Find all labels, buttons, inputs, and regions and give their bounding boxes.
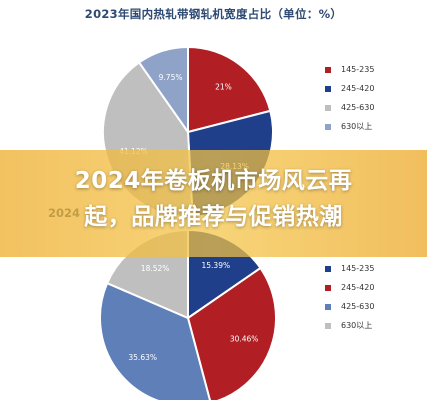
- legend-item: 245-420: [325, 278, 374, 297]
- pie-slice: [137, 45, 189, 136]
- legend-label: 630以上: [341, 321, 373, 330]
- headline-line-2: 起，品牌推荐与促销热潮: [84, 204, 343, 230]
- pie-slice: [99, 281, 211, 400]
- chart-2-legend: 145-235 245-420 425-630 630以上: [325, 259, 374, 335]
- pie-slice-label: 21%: [215, 82, 232, 91]
- legend-swatch: [325, 265, 331, 272]
- headline-banner: [0, 150, 427, 257]
- legend-label: 245-420: [341, 283, 375, 292]
- legend-item: 145-235: [325, 259, 374, 278]
- legend-label: 425-630: [341, 302, 375, 311]
- legend-item: 425-630: [325, 98, 374, 117]
- legend-label: 425-630: [341, 103, 375, 112]
- legend-swatch: [325, 322, 331, 329]
- pie-slice-label: 9.75%: [159, 73, 183, 82]
- legend-item: 630以上: [325, 117, 374, 136]
- legend-label: 630以上: [341, 122, 373, 131]
- legend-label: 145-235: [341, 65, 375, 74]
- legend-label: 145-235: [341, 264, 375, 273]
- legend-label: 245-420: [341, 84, 375, 93]
- pie-slice-label: 35.63%: [128, 353, 157, 362]
- legend-item: 425-630: [325, 297, 374, 316]
- legend-item: 630以上: [325, 316, 374, 335]
- legend-swatch: [325, 284, 331, 291]
- pie-slice-label: 18.52%: [141, 264, 170, 273]
- legend-swatch: [325, 104, 331, 111]
- pie-slice: [186, 266, 277, 400]
- pie-slice-label: 15.39%: [202, 261, 231, 270]
- chart-1-legend: 145-235 245-420 425-630 630以上: [325, 60, 374, 136]
- legend-swatch: [325, 303, 331, 310]
- pie-slice: [187, 45, 272, 134]
- legend-swatch: [325, 85, 331, 92]
- legend-swatch: [325, 123, 331, 130]
- headline-line-1: 2024年卷板机市场风云再: [74, 168, 353, 194]
- chart-1-title: 2023年国内热轧带钢轧机宽度占比（单位：%）: [84, 7, 343, 21]
- pie-slice-label: 30.46%: [230, 335, 259, 344]
- legend-swatch: [325, 66, 331, 73]
- legend-item: 245-420: [325, 79, 374, 98]
- legend-item: 145-235: [325, 60, 374, 79]
